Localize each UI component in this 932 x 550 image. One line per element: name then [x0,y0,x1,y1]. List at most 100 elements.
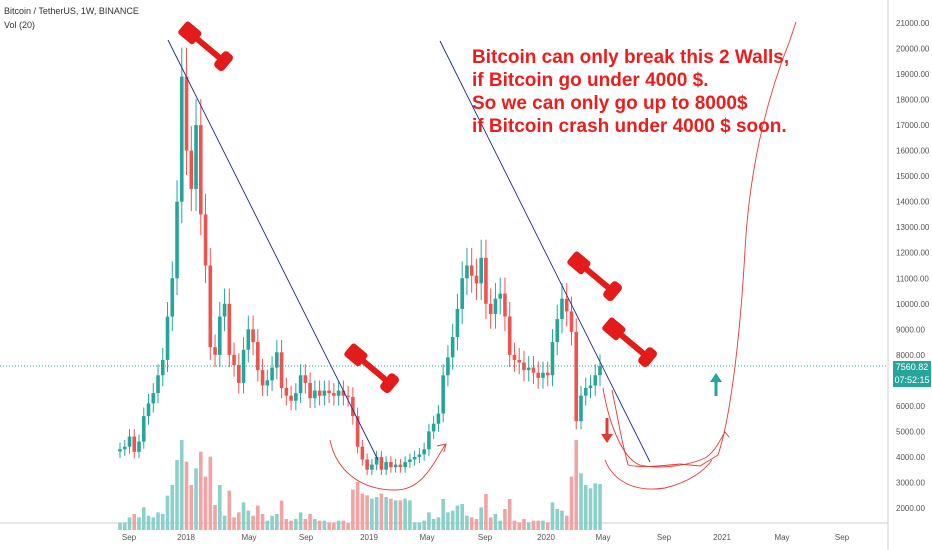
volume-bar [346,523,350,530]
volume-bar [541,520,545,530]
volume-bar [384,497,388,530]
volume-bar [289,520,293,530]
trendline-1[interactable] [167,39,379,461]
x-tick-label: 2021 [713,533,731,542]
volume-bar [460,504,464,530]
volume-bar [298,512,303,530]
candle-body [460,278,464,309]
y-tick-label: 19000.00 [896,70,930,79]
volume-bar [474,519,479,530]
candle-body [317,390,322,396]
x-tick-label: 2020 [537,533,555,542]
volume-bar [227,490,232,530]
candle-body [298,375,303,394]
candle-body [237,365,241,383]
candle-body [598,366,602,376]
candle-body [412,456,417,460]
candle-body [118,449,122,452]
volume-bar [360,493,365,530]
drawing-curve-1 [329,439,447,491]
candle-body [512,354,517,360]
volume-bar [574,440,579,530]
volume-bar [208,456,213,530]
symbol-header: Bitcoin / TetherUS, 1W, BINANCE [4,6,139,16]
volume-bar [531,520,536,530]
volume-bar [246,510,251,530]
volume-bar [327,522,331,530]
candle-body [398,464,403,468]
candle-body [251,329,255,343]
candle-body [550,342,555,376]
volume-bar [398,500,403,530]
volume-bar [484,494,488,530]
y-tick-label: 8000.00 [896,351,925,360]
candle-body [327,390,331,394]
candle-body [422,449,426,455]
volume-bar [389,498,393,530]
candle-body [560,298,564,320]
x-tick-label: Sep [835,533,850,542]
volume-bar [507,499,512,530]
candle-body [593,375,598,386]
candle-body [365,459,369,470]
volume-bar [341,520,346,530]
candle-body [184,76,189,151]
candle-body [151,393,156,404]
candle-body [222,303,227,317]
volume-bar [545,522,550,530]
volume-bar [560,510,564,530]
candle-body [569,311,574,332]
volume-bar [313,519,317,530]
candle-body [484,257,488,304]
candle-body [189,150,194,189]
candle-body [474,275,479,284]
volume-bar [498,520,502,530]
volume-bar [465,515,469,530]
candle-body [417,454,422,457]
candle-body [341,390,346,396]
volume-bar [536,520,541,530]
candle-body [179,76,184,202]
candle-body [246,329,251,350]
volume-bar [569,476,574,530]
x-tick-label: Sep [122,533,137,542]
candle-body [427,431,431,450]
volume-bar [455,505,460,530]
volume-bar [370,498,374,530]
candle-body [294,393,298,401]
y-tick-label: 6000.00 [896,402,925,411]
volume-bar [503,509,507,530]
volume-bar [493,514,498,530]
y-tick-label: 4000.00 [896,453,925,462]
volume-bar [175,460,179,530]
volume-bar [275,514,279,530]
candle-body [526,367,531,371]
volume-bar [237,512,241,530]
candle-body [455,308,460,337]
volume-bar [265,520,270,530]
x-tick-label: May [241,533,256,542]
countdown-tag: 07:52:15 [893,374,931,387]
y-tick-label: 14000.00 [896,198,930,207]
volume-bar [598,484,602,530]
trendline-2[interactable] [439,40,651,463]
volume-bar [127,517,132,530]
volume-bar [218,485,222,530]
candle-body [313,390,317,399]
candle-body [256,342,260,371]
candle-body [227,303,232,355]
candle-body [208,265,213,348]
candle-body [493,298,498,314]
y-tick-label: 2000.00 [896,504,925,513]
candle-body [346,395,350,397]
annotation-line-3: So we can only go up to 8000$ [472,93,748,114]
volume-bar [322,520,327,530]
volume-bar [303,519,308,530]
candle-body [360,446,365,460]
candle-body [260,370,265,386]
volume-bar [555,509,560,530]
gavel-icon [602,317,657,368]
candle-body [175,201,179,279]
volume-bar [284,519,289,530]
